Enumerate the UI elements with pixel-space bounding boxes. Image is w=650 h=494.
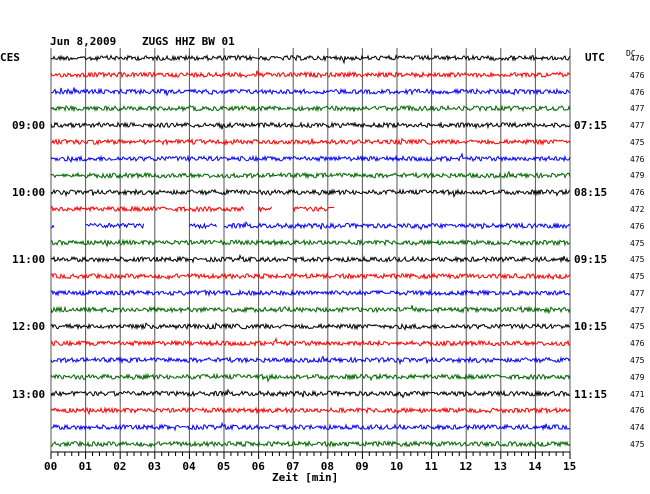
dc-value: 476 [630,87,645,97]
x-tick-label: 09 [355,460,369,473]
dc-value: 472 [630,205,645,215]
dc-value: 475 [630,322,645,332]
dc-value: 476 [630,406,645,416]
x-tick-label: 05 [217,460,231,473]
trace-5-seg-1 [50,121,571,130]
right-time-label: 07:15 [574,119,608,133]
dc-value: 476 [630,70,645,80]
dc-value: 475 [630,439,645,449]
x-axis-title: Zeit [min] [272,471,339,484]
trace-10-seg-1 [50,205,245,213]
left-time-label: 11:00 [12,253,46,267]
dc-value: 475 [630,272,645,282]
trace-11-seg-3 [189,222,217,230]
x-tick-label: 07 [286,460,300,473]
x-tick-label: 14 [528,460,542,473]
dc-value: 476 [630,221,645,231]
x-tick-label: 11 [424,460,438,473]
dc-value: 471 [630,389,645,399]
dc-value: 476 [630,154,645,164]
x-tick-label: 00 [44,460,58,473]
right-time-label: 08:15 [574,186,608,200]
trace-layer [50,53,571,449]
left-time-label: 09:00 [12,119,46,133]
dc-value: 476 [630,54,645,63]
trace-12-seg-1 [50,238,571,248]
trace-18-seg-1 [50,336,571,348]
header-station: ZUGS HHZ BW 01 [142,35,235,48]
trace-6-seg-1 [50,137,571,146]
dc-value: 477 [630,121,645,131]
trace-3-seg-1 [50,87,571,97]
trace-11-seg-2 [85,222,145,230]
x-tick-label: 06 [251,460,265,473]
right-time-label: 11:15 [574,387,608,401]
header-date: Jun 8,2009 [50,35,117,48]
trace-14-seg-1 [50,272,571,281]
x-axis [50,451,571,459]
dc-value: 477 [630,305,645,315]
x-tick-label: 03 [147,460,162,473]
dc-value: 475 [630,137,645,147]
trace-16-seg-1 [50,305,571,315]
trace-7-seg-1 [50,152,571,164]
x-tick-label: 13 [493,460,508,473]
trace-10-seg-2 [258,206,273,213]
dc-header-label: DC [626,49,636,58]
trace-13-seg-1 [50,253,571,264]
trace-19-seg-1 [50,355,571,366]
x-tick-label: 12 [459,460,473,473]
dc-value: 476 [630,188,645,198]
dc-value: 475 [630,356,645,366]
dc-value: 477 [630,288,645,298]
dc-value: 475 [630,238,645,248]
trace-22-seg-1 [50,406,571,416]
dc-value: 479 [630,171,645,181]
right-time-label: 09:15 [574,253,608,267]
trace-17-seg-1 [50,322,571,331]
x-tick-label: 08 [320,460,335,473]
dc-value: 477 [630,104,645,114]
trace-10-seg-3 [292,205,335,213]
left-time-label: 13:00 [12,387,46,401]
left-zone-label: CES [0,51,20,64]
trace-1-seg-1 [50,53,571,65]
trace-20-seg-1 [50,372,571,383]
trace-23-seg-1 [50,421,571,432]
x-tick-label: 15 [563,460,577,473]
trace-4-seg-1 [50,104,571,113]
x-tick-label: 10 [390,460,404,473]
trace-11-seg-1 [50,224,55,229]
trace-8-seg-1 [50,170,571,180]
left-time-label: 10:00 [12,186,46,200]
trace-2-seg-1 [50,70,571,79]
right-time-label: 10:15 [574,320,608,334]
left-time-label: 12:00 [12,320,46,334]
trace-15-seg-1 [50,288,571,298]
trace-9-seg-1 [50,188,571,199]
trace-21-seg-1 [50,388,571,399]
x-tick-label: 04 [182,460,196,473]
trace-11-seg-4 [223,220,571,231]
dc-value: 476 [630,339,645,349]
dc-value: 479 [630,372,645,382]
x-tick-label: 02 [113,460,127,473]
trace-24-seg-1 [50,440,571,449]
grid-lines [50,48,571,452]
right-zone-label: UTC [585,51,605,64]
dc-value: 475 [630,255,645,265]
x-tick-label: 01 [78,460,92,473]
dc-value: 474 [630,423,645,433]
